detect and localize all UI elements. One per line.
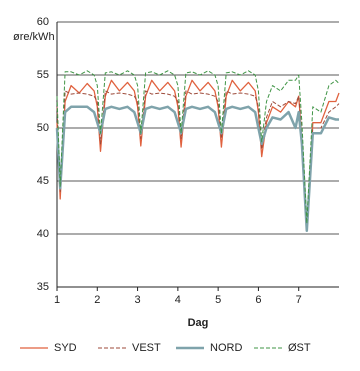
x-tick-label: 3 — [135, 294, 141, 306]
y-axis-label: øre/kWh — [13, 31, 55, 43]
y-tick-label: 40 — [37, 228, 49, 240]
x-tick-label: 2 — [94, 294, 100, 306]
x-axis-label: Dag — [188, 317, 209, 329]
y-tick-label: 45 — [37, 175, 49, 187]
series-line — [56, 70, 340, 224]
series-line — [56, 90, 340, 224]
y-tick-label: 50 — [37, 122, 49, 134]
legend-label: SYD — [54, 342, 77, 354]
series-line — [56, 79, 340, 230]
x-tick-label: 1 — [54, 294, 60, 306]
x-tick-label: 7 — [296, 294, 302, 306]
x-tick-label: 6 — [255, 294, 261, 306]
x-tick-label: 5 — [215, 294, 221, 306]
legend-label: VEST — [132, 342, 161, 354]
legend-label: ØST — [288, 342, 311, 354]
x-tick-label: 4 — [175, 294, 181, 306]
y-tick-label: 35 — [37, 281, 49, 293]
y-tick-label: 60 — [37, 16, 49, 28]
legend-label: NORD — [210, 342, 242, 354]
y-tick-label: 55 — [37, 69, 49, 81]
series-line — [55, 105, 339, 233]
